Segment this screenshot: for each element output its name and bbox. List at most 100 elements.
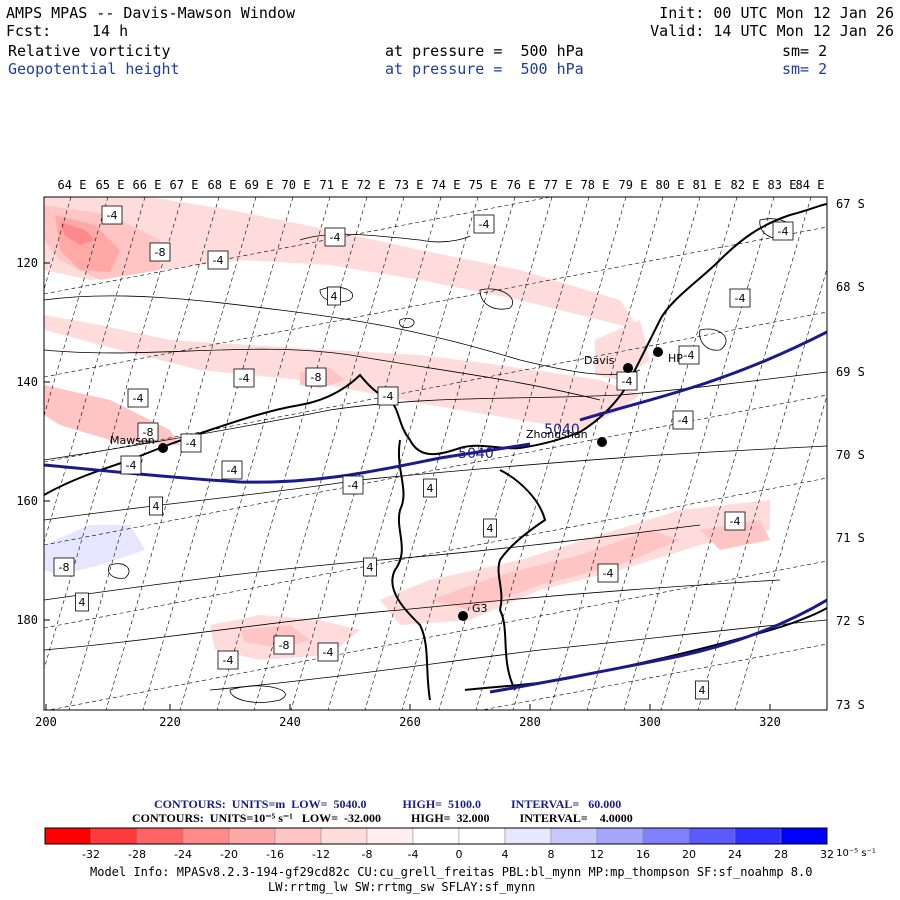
lat-label: 72 S <box>836 614 865 628</box>
svg-text:-4: -4 <box>735 292 746 305</box>
station-label-zhongshan: Zhongshan <box>526 428 588 441</box>
svg-text:-4: -4 <box>330 231 341 244</box>
vorticity-contour-info: CONTOURS: UNITS=10⁻⁵ s⁻¹ LOW= -32.000 HI… <box>132 811 633 825</box>
x-tick-label: 280 <box>519 715 541 729</box>
color-bar-tick: -16 <box>266 848 284 861</box>
contour-label: 4 <box>363 557 377 577</box>
station-label-hp: HP <box>668 352 683 365</box>
forecast-hour: 14 h <box>92 22 129 40</box>
station-label-mawson: Mawson <box>110 434 155 447</box>
color-bar-swatch <box>228 827 276 845</box>
contour-label: -4 <box>729 288 751 308</box>
height-contour-label: 5040 <box>544 422 580 438</box>
height-contour-info: CONTOURS: UNITS=m LOW= 5040.0 HIGH= 5100… <box>154 797 622 811</box>
lon-label: 74 E <box>432 178 461 192</box>
color-bar-tick: -12 <box>312 848 330 861</box>
station-dot-davis[interactable] <box>623 363 633 373</box>
contour-label: -4 <box>342 475 364 495</box>
color-bar-tick: -20 <box>220 848 238 861</box>
contour-label: -4 <box>672 410 694 430</box>
contour-label: -4 <box>120 455 142 475</box>
contour-label: -4 <box>377 386 399 406</box>
station-label-g3: G3 <box>472 602 488 615</box>
svg-text:4: 4 <box>79 596 86 609</box>
color-bar-tick: 28 <box>774 848 788 861</box>
model-info-line2: LW:rrtmg_lw SW:rrtmg_sw SFLAY:sf_mynn <box>268 880 536 894</box>
svg-text:-4: -4 <box>684 349 695 362</box>
x-tick-label: 300 <box>639 715 661 729</box>
svg-text:-4: -4 <box>730 515 741 528</box>
contour-label: -4 <box>233 368 255 388</box>
svg-text:-4: -4 <box>479 218 490 231</box>
lon-label: 65 E <box>96 178 125 192</box>
lon-label: 71 E <box>320 178 349 192</box>
station-dot-hp[interactable] <box>653 347 663 357</box>
contour-label: -8 <box>149 242 171 262</box>
color-bar-tick: 32 <box>820 848 834 861</box>
color-bar: -32 -28 -24 -20 -16 -12 -8 -4 0 4 8 12 16 20 24 28 32 10⁻… <box>44 827 876 861</box>
station-dot-g3[interactable] <box>458 611 468 621</box>
lon-label: 81 E <box>693 178 722 192</box>
contour-label: -4 <box>217 650 239 670</box>
x-tick-label: 220 <box>159 715 181 729</box>
color-bar-swatch <box>412 827 460 845</box>
station-label-davis: Davis <box>584 354 615 367</box>
color-bar-swatch <box>90 827 138 845</box>
contour-label: 4 <box>327 286 341 306</box>
plot-title: AMPS MPAS -- Davis-Mawson Window <box>6 4 295 22</box>
svg-text:-8: -8 <box>143 426 154 439</box>
svg-text:4: 4 <box>331 290 338 303</box>
forecast-label: Fcst: <box>6 22 52 40</box>
svg-text:-4: -4 <box>126 459 137 472</box>
y-tick-label: 140 <box>16 375 38 389</box>
vorticity-contours <box>44 218 827 703</box>
contour-label: -8 <box>137 422 159 442</box>
svg-text:-8: -8 <box>59 561 70 574</box>
field1-level: at pressure = 500 hPa <box>385 42 584 60</box>
y-tick-label: 180 <box>16 613 38 627</box>
lon-label: 69 E <box>245 178 274 192</box>
station-dot-zhongshan[interactable] <box>597 437 607 447</box>
color-bar-swatch <box>550 827 598 845</box>
color-bar-swatch <box>688 827 736 845</box>
svg-text:-4: -4 <box>239 372 250 385</box>
height-contour-label: 5040 <box>458 446 494 462</box>
contour-labels: -4 -8 -4 -4 -4 -4 4 -4 -4 -8 -4 -4 -8 -4 -4 -4 -4 4 4 -4 -4 -… <box>53 205 794 700</box>
init-time: Init: 00 UTC Mon 12 Jan 26 <box>659 4 894 22</box>
lon-label: 84 E <box>796 178 825 192</box>
lon-label: 76 E <box>507 178 536 192</box>
contour-label: -4 <box>127 388 149 408</box>
color-bar-tick: 4 <box>502 848 509 861</box>
lon-label: 80 E <box>656 178 685 192</box>
svg-text:-4: -4 <box>133 392 144 405</box>
contour-label: -4 <box>473 214 495 234</box>
model-info-line1: Model Info: MPASv8.2.3-194-gf29cd82c CU:… <box>90 865 813 879</box>
color-bar-tick: 24 <box>728 848 742 861</box>
color-bar-tick: -8 <box>362 848 373 861</box>
contour-label: 4 <box>75 592 89 612</box>
vorticity-shading <box>44 197 827 710</box>
svg-text:-4: -4 <box>186 437 197 450</box>
svg-text:4: 4 <box>153 500 160 513</box>
contour-label: -8 <box>53 557 75 577</box>
svg-text:-4: -4 <box>778 225 789 238</box>
station-dot-mawson[interactable] <box>158 443 168 453</box>
contour-label: -4 <box>180 433 202 453</box>
contour-label: -4 <box>772 221 794 241</box>
svg-text:-4: -4 <box>213 254 224 267</box>
svg-text:-4: -4 <box>223 654 234 667</box>
color-bar-tick: -28 <box>128 848 146 861</box>
svg-text:-4: -4 <box>622 375 633 388</box>
color-bar-tick: 8 <box>548 848 555 861</box>
plot-frame <box>43 196 828 711</box>
lon-label: 67 E <box>170 178 199 192</box>
field1-smoothing: sm= 2 <box>782 42 828 60</box>
svg-text:-4: -4 <box>227 464 238 477</box>
lon-label: 77 E <box>544 178 573 192</box>
svg-text:-8: -8 <box>311 371 322 384</box>
y-tick-label: 120 <box>16 256 38 270</box>
color-bar-swatch <box>504 827 552 845</box>
contour-label: 4 <box>149 496 163 516</box>
lat-label: 70 S <box>836 448 865 462</box>
